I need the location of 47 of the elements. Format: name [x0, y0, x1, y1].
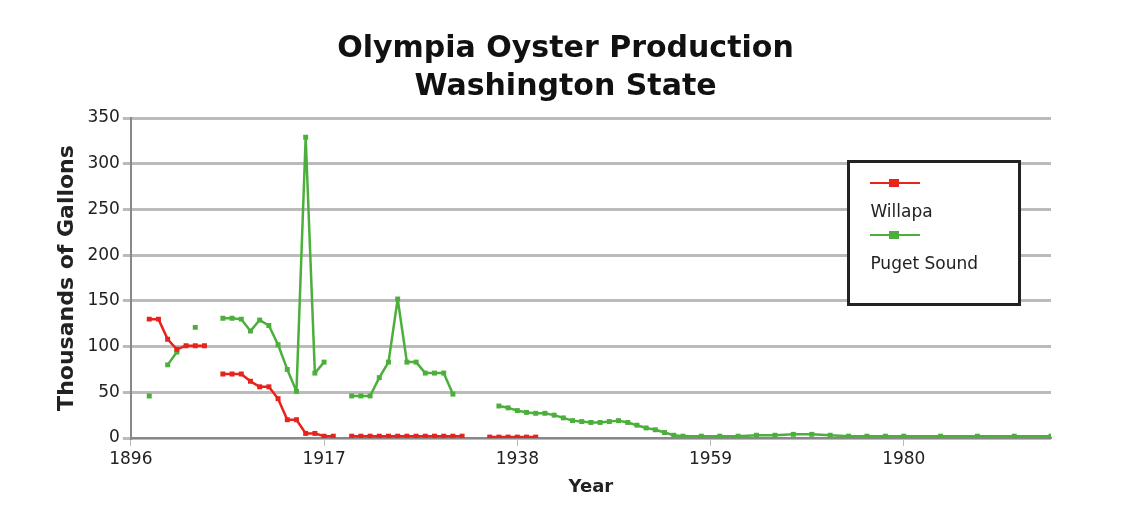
x-tick-label: 1980	[882, 447, 926, 468]
y-tick-label: 50	[98, 380, 120, 401]
point	[183, 343, 189, 349]
point	[422, 433, 428, 438]
point	[395, 433, 401, 438]
point	[459, 433, 465, 438]
point	[404, 433, 410, 438]
point	[441, 433, 447, 438]
y-tick-label: 350	[87, 106, 120, 127]
point	[165, 336, 171, 342]
point	[413, 433, 419, 438]
y-tick-label: 200	[87, 243, 120, 264]
point	[450, 433, 456, 438]
legend-label: Willapa	[870, 201, 934, 221]
y-tick-label: 0	[109, 426, 120, 447]
point	[330, 433, 336, 438]
point	[247, 378, 253, 384]
y-tick-label: 100	[87, 334, 120, 355]
x-tick-label: 1896	[109, 447, 153, 468]
point	[386, 433, 391, 438]
point	[349, 433, 355, 438]
point	[155, 316, 161, 322]
point	[321, 433, 327, 438]
y-tick-label: 150	[87, 289, 120, 310]
point	[284, 417, 290, 423]
y-tick-label: 300	[87, 152, 120, 173]
point	[201, 343, 207, 349]
point	[275, 396, 281, 402]
legend-label: Puget Sound	[870, 253, 978, 273]
y-tick-label: 250	[87, 197, 120, 218]
point	[312, 430, 318, 436]
x-axis-title: Year	[567, 474, 614, 496]
chart-title: Olympia Oyster Production Washington State	[336, 28, 795, 104]
point	[358, 433, 364, 438]
point	[257, 384, 263, 390]
y-axis-title: Thousands of Gallons	[52, 145, 78, 411]
point	[266, 384, 272, 390]
x-tick-label: 1938	[495, 447, 539, 468]
point	[432, 433, 437, 438]
point	[146, 316, 152, 322]
point	[376, 433, 382, 438]
point	[367, 433, 373, 438]
point	[294, 417, 299, 423]
point	[303, 430, 309, 436]
point	[192, 343, 198, 349]
x-tick-label: 1959	[688, 447, 733, 468]
x-tick-label: 1917	[302, 447, 346, 468]
